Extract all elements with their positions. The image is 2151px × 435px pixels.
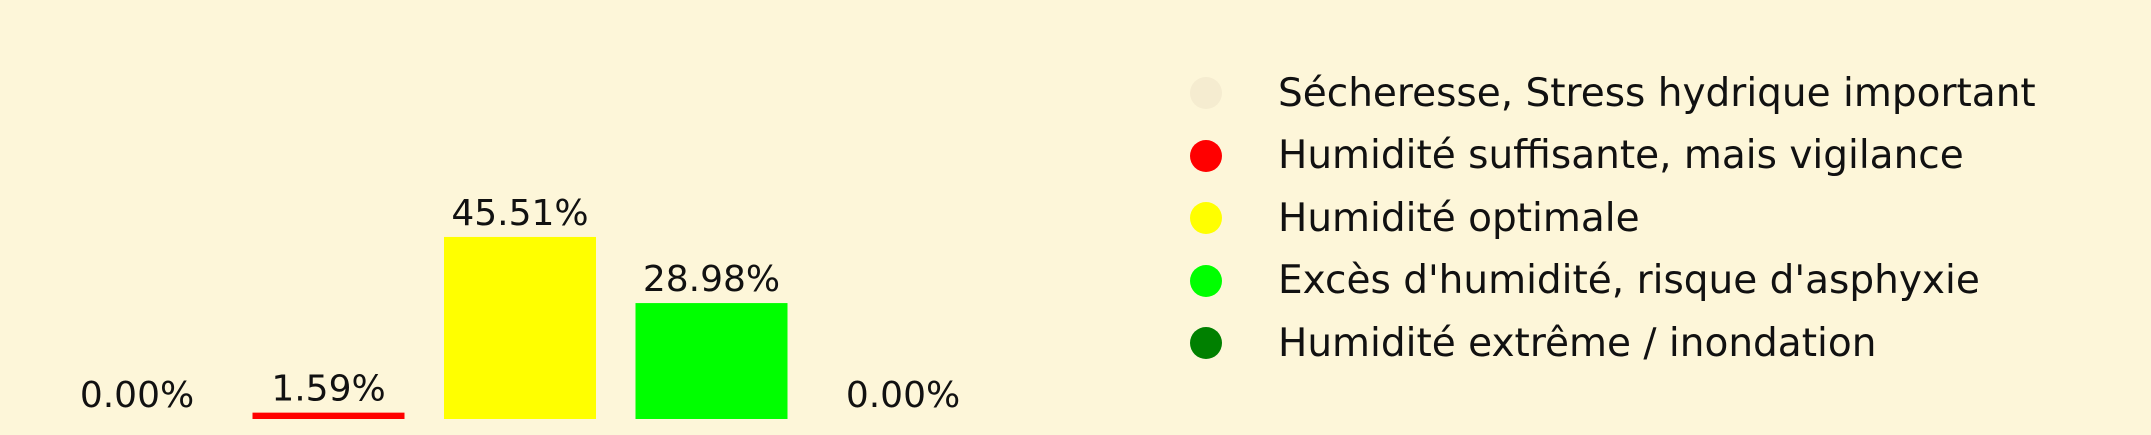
legend-marker-inondation — [1190, 327, 1222, 360]
chart-legend: Sécheresse, Stress hydrique important Hu… — [1190, 62, 2036, 375]
legend-item-inondation: Humidité extrême / inondation — [1190, 312, 2036, 375]
legend-item-secheresse: Sécheresse, Stress hydrique important — [1190, 62, 2036, 125]
bar-3 — [635, 303, 788, 419]
bar-label-4: 0.00% — [846, 375, 960, 416]
legend-item-vigilance: Humidité suffisante, mais vigilance — [1190, 125, 2036, 188]
legend-item-optimale: Humidité optimale — [1190, 187, 2036, 250]
legend-label-secheresse: Sécheresse, Stress hydrique important — [1278, 70, 2036, 116]
bar-label-1: 1.59% — [271, 369, 385, 410]
legend-label-exces: Excès d'humidité, risque d'asphyxie — [1278, 258, 1980, 304]
legend-label-optimale: Humidité optimale — [1278, 195, 1640, 241]
legend-item-exces: Excès d'humidité, risque d'asphyxie — [1190, 250, 2036, 313]
legend-marker-exces — [1190, 264, 1222, 297]
legend-marker-vigilance — [1190, 139, 1222, 172]
bar-1 — [252, 412, 405, 419]
legend-label-inondation: Humidité extrême / inondation — [1278, 320, 1877, 366]
bar-label-3: 28.98% — [643, 259, 780, 300]
bar-2 — [444, 236, 596, 419]
legend-marker-optimale — [1190, 202, 1222, 235]
bar-label-0: 0.00% — [80, 375, 194, 416]
legend-marker-secheresse — [1190, 77, 1222, 110]
legend-label-vigilance: Humidité suffisante, mais vigilance — [1278, 133, 1964, 179]
bar-label-2: 45.51% — [451, 193, 588, 234]
